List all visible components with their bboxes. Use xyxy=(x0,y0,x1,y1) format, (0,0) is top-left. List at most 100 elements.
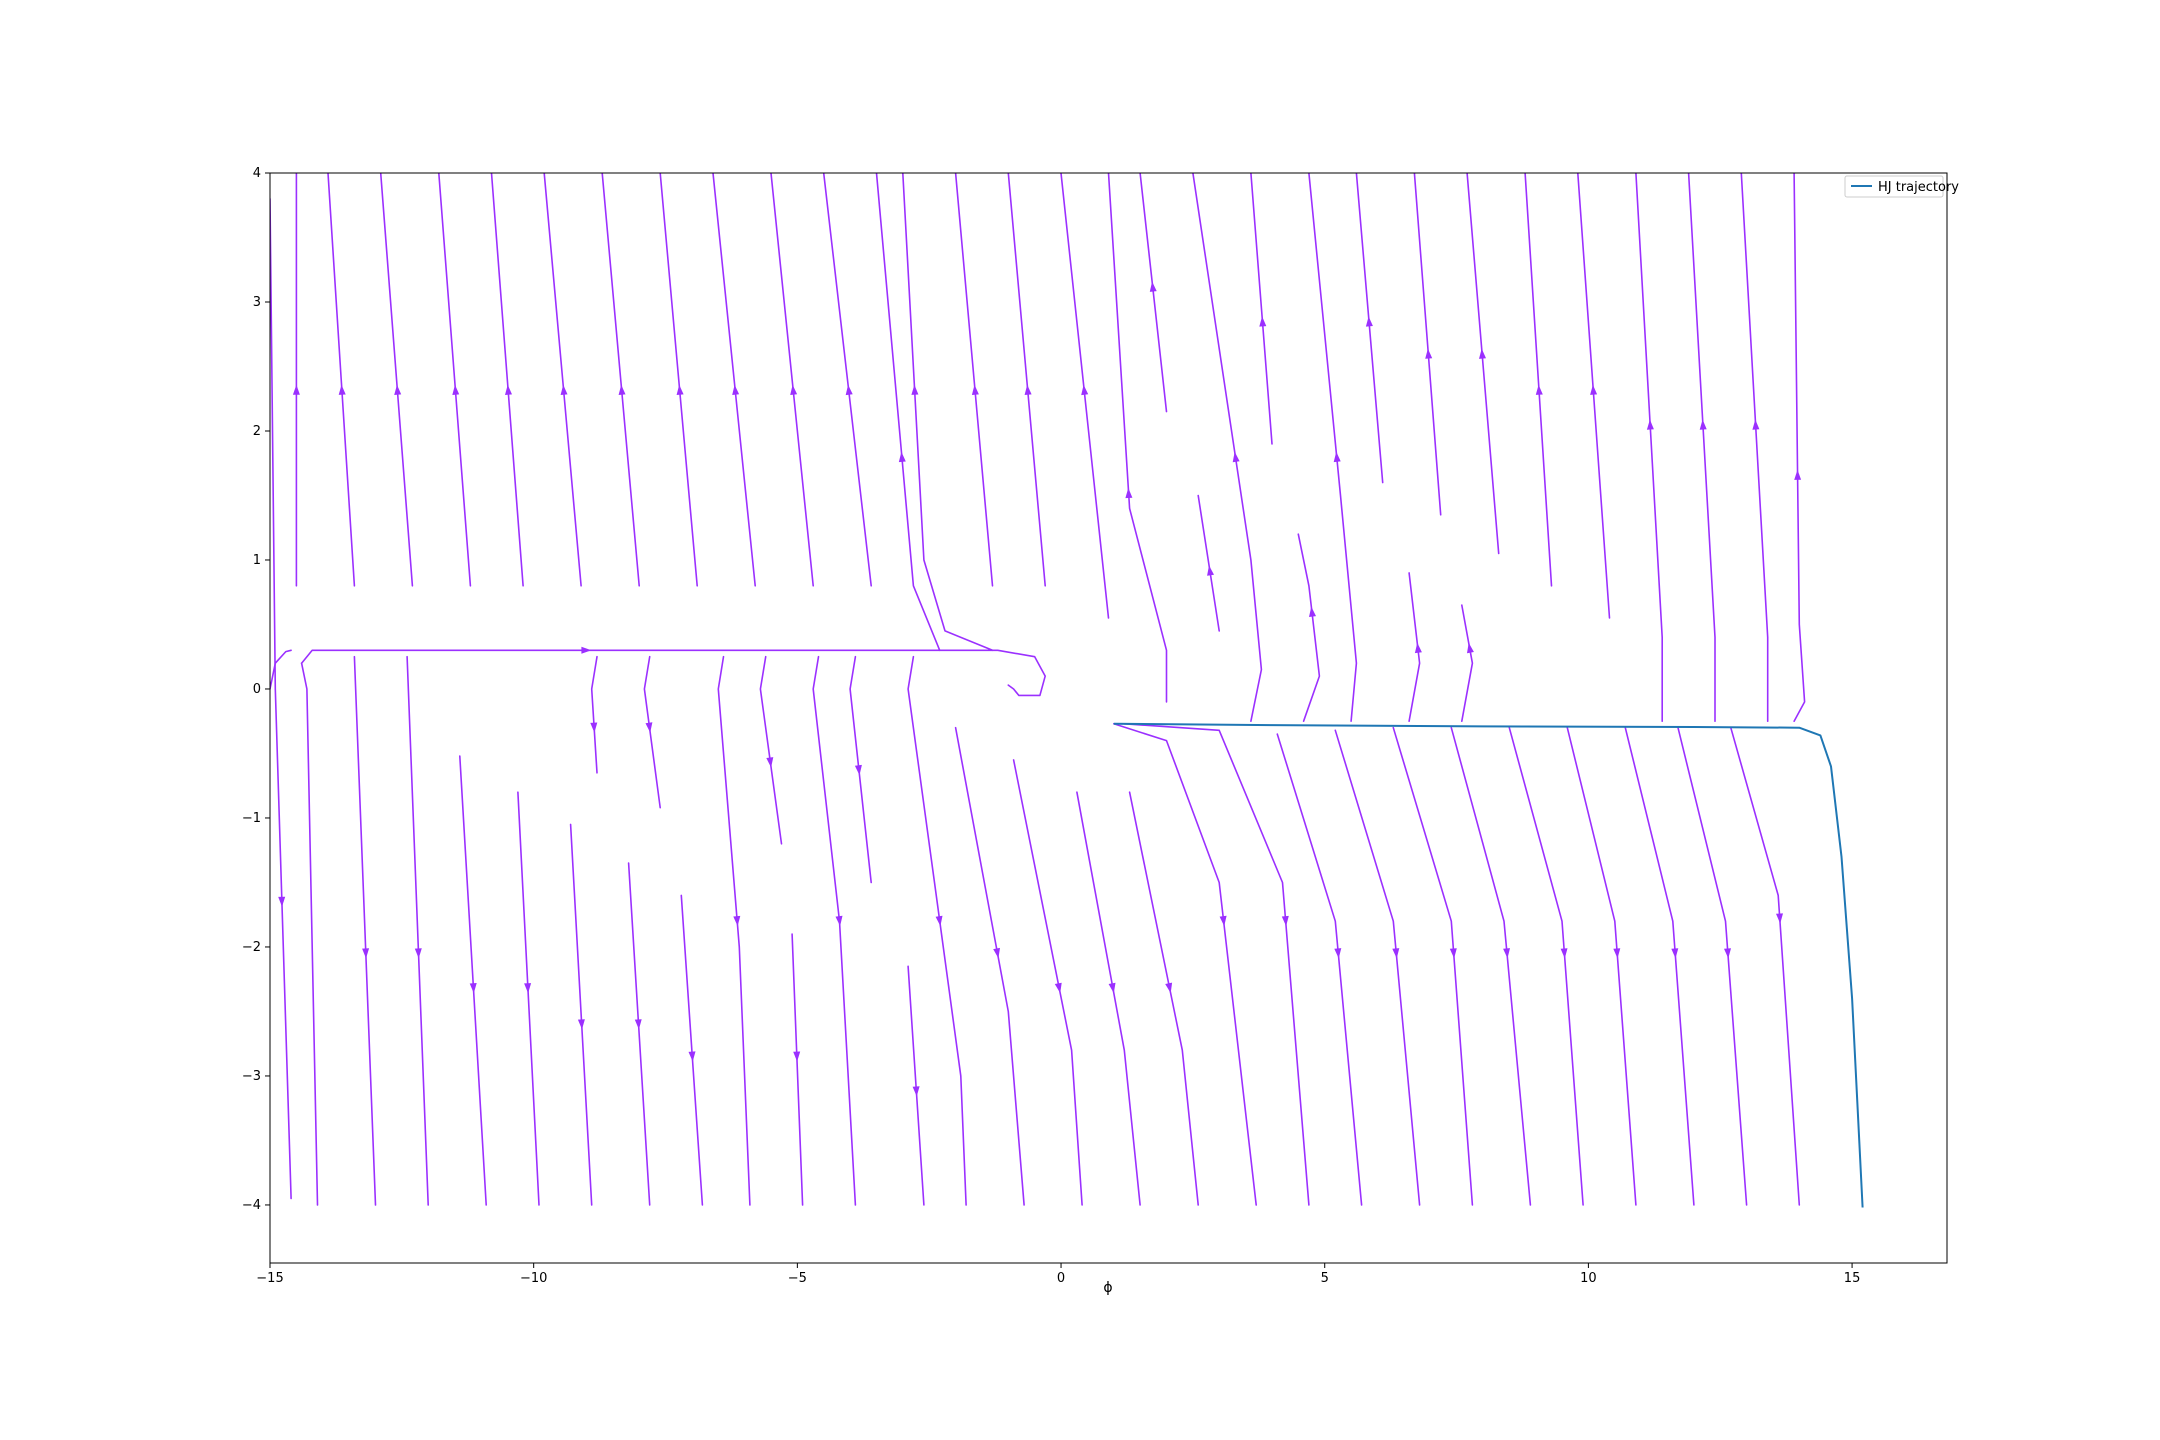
streamline xyxy=(1624,726,1695,1206)
streamline-arrow xyxy=(1503,948,1510,959)
streamline xyxy=(1276,733,1363,1206)
streamline xyxy=(907,655,967,1206)
y-tick-label: −4 xyxy=(242,1198,261,1213)
streamline xyxy=(1250,173,1273,445)
streamline-arrow xyxy=(845,384,853,396)
streamline-arrow xyxy=(912,1086,920,1097)
streamline xyxy=(627,862,651,1206)
streamline-arrow xyxy=(1646,419,1654,430)
streamline xyxy=(1355,173,1384,484)
streamline xyxy=(759,655,783,845)
streamline xyxy=(1107,173,1168,703)
streamlines-layer xyxy=(270,173,1806,1206)
x-tick-label: 5 xyxy=(1321,1271,1329,1286)
streamline-arrow xyxy=(394,384,402,395)
streamline-arrow xyxy=(524,983,532,994)
streamline-arrow xyxy=(505,384,512,395)
streamline-arrow xyxy=(688,1051,696,1062)
streamline-arrow xyxy=(577,1019,585,1030)
streamline xyxy=(270,198,292,1200)
streamline-arrow xyxy=(1699,419,1707,430)
streamline xyxy=(1113,722,1257,1206)
x-axis-label: ϕ xyxy=(1103,1280,1112,1296)
streamline-arrow xyxy=(1449,948,1457,959)
streamline xyxy=(1128,791,1199,1206)
streamline xyxy=(1730,726,1801,1206)
streamline xyxy=(1060,173,1110,619)
streamline-arrow xyxy=(1219,915,1227,927)
streamline xyxy=(1012,759,1083,1206)
streamline-arrow xyxy=(1613,948,1621,959)
streamline xyxy=(1450,726,1532,1206)
streamline-arrow xyxy=(1776,913,1783,924)
streamline-arrow xyxy=(1309,606,1316,617)
streamline xyxy=(659,173,699,587)
streamline-arrow xyxy=(935,915,943,927)
legend-box xyxy=(1844,175,1944,198)
streamline-arrow xyxy=(1392,948,1400,959)
streamline xyxy=(1413,173,1442,516)
streamline-arrow xyxy=(1365,316,1373,327)
streamline-arrow xyxy=(590,722,598,733)
streamline-arrow xyxy=(1479,348,1486,359)
streamline xyxy=(1461,604,1474,723)
streamline xyxy=(1076,791,1141,1206)
streamline xyxy=(643,655,662,809)
y-tick-label: −3 xyxy=(242,1069,261,1084)
streamline xyxy=(901,173,994,652)
streamline xyxy=(907,965,925,1206)
streamline xyxy=(1408,572,1421,723)
streamline-arrow xyxy=(911,384,919,395)
streamline-arrow xyxy=(835,915,843,927)
streamline xyxy=(712,173,757,587)
streamline-arrow xyxy=(1125,487,1133,499)
streamline xyxy=(1297,533,1321,723)
streamline-arrow xyxy=(1590,384,1598,395)
streamline-arrow xyxy=(1281,915,1289,927)
streamline xyxy=(270,649,292,690)
streamline-arrow xyxy=(469,983,477,994)
streamline xyxy=(812,655,857,1206)
streamline-arrow xyxy=(898,451,906,463)
series-line-hj-trajectory xyxy=(1113,722,1864,1208)
streamline-arrow xyxy=(292,384,300,395)
streamline-arrow xyxy=(1752,419,1760,430)
streamline xyxy=(1635,173,1663,723)
streamline xyxy=(1577,173,1611,619)
streamline-arrow xyxy=(1333,451,1341,463)
x-tick-label: −5 xyxy=(788,1271,807,1286)
streamline xyxy=(569,823,593,1206)
x-tick-label: −15 xyxy=(256,1271,283,1286)
streamline xyxy=(1566,726,1637,1206)
streamline xyxy=(1192,173,1263,723)
streamline-arrow xyxy=(452,384,460,395)
streamline-arrow xyxy=(1467,642,1474,654)
streamline xyxy=(717,655,751,1206)
streamline-arrow xyxy=(1794,469,1802,480)
streamline xyxy=(1524,173,1553,587)
streamline xyxy=(590,655,598,774)
x-axis: −15 −10 −5 0 5 10 15 xyxy=(256,1263,1860,1286)
streamline-arrow xyxy=(793,1051,801,1062)
streamline xyxy=(954,173,994,587)
streamline xyxy=(437,173,472,587)
streamline-arrow xyxy=(1024,384,1032,395)
y-tick-label: 1 xyxy=(253,553,261,568)
streamline-arrow xyxy=(1425,348,1433,359)
y-tick-label: 4 xyxy=(253,166,261,181)
y-tick-label: −1 xyxy=(242,811,261,826)
streamline-arrow xyxy=(1054,982,1062,994)
streamline xyxy=(327,173,356,587)
streamline-arrow xyxy=(414,948,422,959)
streamline xyxy=(680,894,704,1206)
streamline-arrow xyxy=(645,722,653,733)
streamline-arrow xyxy=(732,384,740,395)
streamline xyxy=(1139,173,1168,413)
streamline-arrow xyxy=(1081,384,1089,396)
streamline-arrow xyxy=(1232,451,1240,463)
streamline xyxy=(1334,729,1421,1206)
streamline xyxy=(875,173,941,652)
streamline-arrow xyxy=(1671,948,1679,959)
streamline xyxy=(1740,173,1769,723)
y-tick-label: 0 xyxy=(253,682,261,697)
